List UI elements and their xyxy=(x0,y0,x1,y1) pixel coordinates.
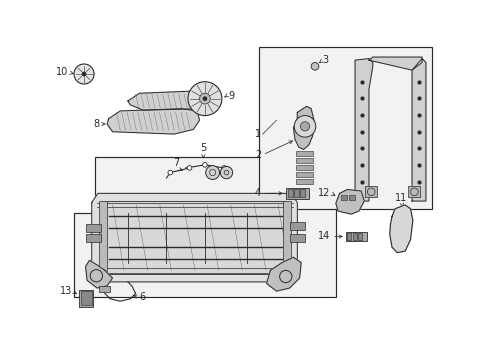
Bar xyxy=(290,222,305,230)
Text: 2: 2 xyxy=(255,150,261,160)
Text: 6: 6 xyxy=(140,292,146,302)
Circle shape xyxy=(220,166,233,179)
Bar xyxy=(288,189,293,197)
Text: 4: 4 xyxy=(255,188,261,198)
Polygon shape xyxy=(128,91,207,110)
Circle shape xyxy=(82,72,86,76)
Bar xyxy=(353,233,357,239)
Circle shape xyxy=(203,96,207,101)
Circle shape xyxy=(294,116,316,137)
Text: 14: 14 xyxy=(318,231,330,242)
Bar xyxy=(296,165,313,170)
Polygon shape xyxy=(107,109,199,134)
Bar xyxy=(81,291,92,305)
Text: 8: 8 xyxy=(93,119,99,129)
Bar xyxy=(283,201,291,274)
Bar xyxy=(358,233,362,239)
Circle shape xyxy=(222,166,226,170)
Bar xyxy=(294,189,299,197)
Bar xyxy=(349,195,355,199)
Text: 3: 3 xyxy=(323,55,329,65)
Circle shape xyxy=(188,82,222,116)
Bar xyxy=(86,234,101,242)
Circle shape xyxy=(168,170,172,175)
Bar xyxy=(346,232,368,241)
Text: 12: 12 xyxy=(318,188,330,198)
Polygon shape xyxy=(390,205,413,253)
Bar xyxy=(296,151,313,156)
Circle shape xyxy=(311,62,319,70)
Bar xyxy=(79,289,93,306)
Circle shape xyxy=(203,163,207,167)
Bar xyxy=(296,158,313,163)
Bar xyxy=(341,195,347,199)
Circle shape xyxy=(206,166,220,180)
Text: 13: 13 xyxy=(59,286,72,296)
Text: 1: 1 xyxy=(255,129,261,139)
Text: 9: 9 xyxy=(228,91,234,100)
Polygon shape xyxy=(369,57,422,70)
Bar xyxy=(259,47,432,209)
Bar xyxy=(347,233,351,239)
Bar xyxy=(296,179,313,184)
Polygon shape xyxy=(412,59,426,201)
Circle shape xyxy=(187,166,192,170)
Polygon shape xyxy=(336,189,365,214)
Bar xyxy=(408,186,420,197)
Bar xyxy=(290,234,305,242)
Bar xyxy=(296,172,313,177)
Polygon shape xyxy=(267,257,301,291)
Text: 10: 10 xyxy=(56,67,69,77)
Text: 5: 5 xyxy=(200,143,206,153)
Bar xyxy=(286,188,309,199)
Bar xyxy=(300,189,305,197)
Bar xyxy=(99,286,110,292)
Circle shape xyxy=(74,64,94,84)
Polygon shape xyxy=(355,59,373,201)
Text: 11: 11 xyxy=(395,193,407,203)
Bar xyxy=(105,201,286,274)
Text: 7: 7 xyxy=(173,158,179,168)
Bar xyxy=(86,224,101,232)
Circle shape xyxy=(199,93,210,104)
Polygon shape xyxy=(92,193,297,282)
Polygon shape xyxy=(74,157,336,297)
Polygon shape xyxy=(294,106,314,149)
Polygon shape xyxy=(86,260,113,288)
Circle shape xyxy=(300,122,310,131)
Bar xyxy=(365,186,377,197)
Bar xyxy=(99,201,107,274)
